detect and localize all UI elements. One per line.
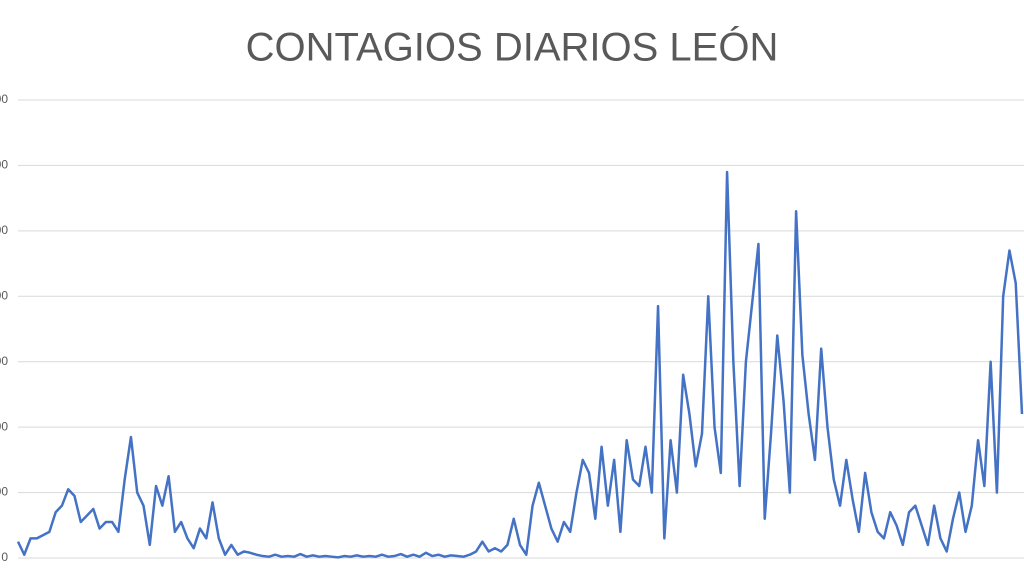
y-tick-label: 700 (0, 92, 8, 106)
y-tick-label: 400 (0, 288, 8, 302)
y-tick-label: 600 (0, 158, 8, 172)
y-tick-label: 300 (0, 354, 8, 368)
y-tick-label: 500 (0, 223, 8, 237)
chart-title: CONTAGIOS DIARIOS LEÓN (246, 25, 779, 70)
y-tick-label: 100 (0, 485, 8, 499)
line-series (16, 170, 1024, 559)
y-tick-label: 0 (1, 550, 8, 564)
y-tick-label: 200 (0, 419, 8, 433)
